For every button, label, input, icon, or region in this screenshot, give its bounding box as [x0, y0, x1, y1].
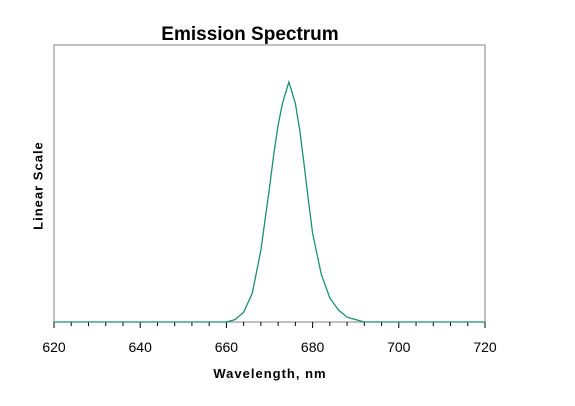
x-tick-label: 660 — [215, 339, 239, 355]
x-axis-ticks — [53, 322, 486, 328]
emission-curve — [54, 79, 485, 323]
x-tick-label: 720 — [473, 339, 497, 355]
y-axis-label: Linear Scale — [30, 141, 46, 230]
x-axis-label: Wavelength, nm — [213, 366, 327, 381]
x-tick-label: 640 — [129, 339, 153, 355]
x-tick-label: 700 — [387, 339, 411, 355]
chart-title: Emission Spectrum — [161, 24, 339, 45]
x-tick-label: 680 — [301, 339, 325, 355]
x-tick-label: 620 — [42, 339, 66, 355]
x-axis-tick-labels: 620 640 660 680 700 720 — [42, 339, 497, 355]
